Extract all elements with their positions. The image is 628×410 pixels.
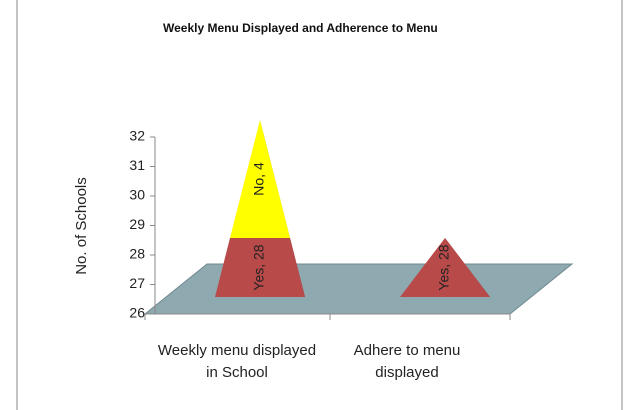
data-label: Yes, 28 [436, 244, 452, 290]
floor [143, 263, 574, 315]
chart-title: Weekly Menu Displayed and Adherence to M… [163, 21, 438, 35]
pyramid-front [400, 238, 490, 297]
y-tick-label: 29 [129, 216, 145, 232]
y-tick-label: 32 [129, 128, 145, 144]
y-tick-label: 27 [129, 275, 145, 291]
y-tick-label: 31 [129, 157, 145, 173]
y-axis-label: No. of Schools [73, 177, 90, 275]
pyramid-front [230, 120, 290, 238]
y-tick-label: 30 [129, 187, 145, 203]
data-label: No, 4 [251, 162, 267, 196]
y-tick-label: 28 [129, 246, 145, 262]
data-label: Yes, 28 [251, 244, 267, 290]
x-tick-label: Adhere to menu displayed [353, 342, 461, 381]
x-tick-label: Weekly menu displayed in School [157, 342, 317, 381]
pyramid-front [215, 238, 305, 297]
y-tick-label: 26 [129, 305, 145, 321]
